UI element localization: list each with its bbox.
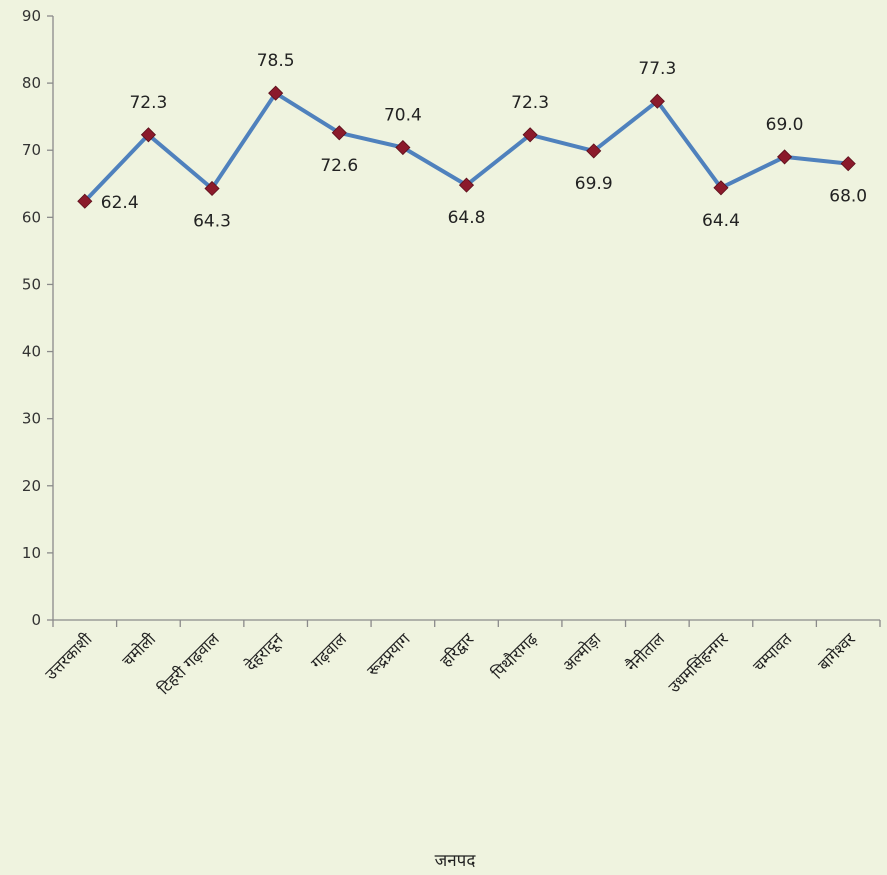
x-tick-label: रूद्रप्रयाग xyxy=(363,629,414,680)
x-tick-label: पिथौरागढ़ xyxy=(488,629,542,683)
x-tick-label: हरिद्वार xyxy=(436,629,477,670)
x-axis: उत्तरकाशी चमोलीटिहरी गढ़वाल देहरादून गढ़वाल… xyxy=(41,619,881,699)
x-tick-label: चमोली xyxy=(118,629,160,671)
y-tick-label: 30 xyxy=(22,410,41,428)
data-point-marker xyxy=(268,85,284,101)
data-label: 64.4 xyxy=(702,211,740,231)
data-label: 78.5 xyxy=(257,51,295,71)
y-axis: 0 10 20 30 40 50 60 70 80 90 xyxy=(22,7,54,629)
data-point-marker xyxy=(586,143,602,159)
data-label: 64.3 xyxy=(193,211,231,231)
y-tick-label: 50 xyxy=(22,275,41,293)
x-tick-label: उत्तरकाशी xyxy=(41,629,96,684)
data-label: 69.0 xyxy=(766,115,804,135)
y-tick-label: 90 xyxy=(22,7,41,25)
data-point-marker xyxy=(458,177,475,193)
x-tick-label: नैनीताल xyxy=(622,629,669,676)
data-label: 72.6 xyxy=(320,156,358,176)
y-tick-label: 60 xyxy=(22,208,41,226)
data-point-marker xyxy=(840,156,856,172)
data-label: 64.8 xyxy=(448,208,486,228)
x-tick-label: अल्मोड़ा xyxy=(558,629,605,676)
y-tick-label: 20 xyxy=(22,477,41,495)
data-labels: 62.4 72.3 64.3 78.5 72.6 70.4 64.8 72.3 69.9 77.3… xyxy=(101,51,867,231)
x-tick-label: गढ़वाल xyxy=(307,629,351,673)
data-label: 69.9 xyxy=(575,174,613,194)
data-point-marker xyxy=(331,125,347,141)
data-label: 68.0 xyxy=(829,187,867,207)
y-tick-label: 40 xyxy=(22,343,41,361)
x-tick-label: उधमसिंहनगर xyxy=(665,629,733,697)
x-tick-label: चम्पावत xyxy=(749,629,796,676)
x-tick-label: बागेश्वर xyxy=(814,629,859,674)
data-point-marker xyxy=(140,127,156,143)
y-tick-label: 10 xyxy=(22,544,41,562)
data-markers xyxy=(77,85,856,209)
data-point-marker xyxy=(77,193,93,209)
y-tick-label: 70 xyxy=(22,141,41,159)
data-point-marker xyxy=(713,180,729,196)
data-point-marker xyxy=(204,180,220,197)
data-label: 70.4 xyxy=(384,106,422,126)
data-label: 72.3 xyxy=(511,93,549,113)
data-label: 72.3 xyxy=(129,93,167,113)
data-point-marker xyxy=(522,127,538,143)
data-point-marker xyxy=(649,93,665,109)
data-point-marker xyxy=(395,139,411,156)
x-axis-title: जनपद xyxy=(435,851,477,871)
y-tick-label: 80 xyxy=(22,74,41,92)
data-point-marker xyxy=(777,149,793,165)
data-label: 77.3 xyxy=(638,59,676,79)
x-tick-label: देहरादून xyxy=(241,629,288,676)
x-tick-label: टिहरी गढ़वाल xyxy=(154,629,224,699)
y-tick-label: 0 xyxy=(31,611,41,629)
data-label: 62.4 xyxy=(101,193,139,213)
